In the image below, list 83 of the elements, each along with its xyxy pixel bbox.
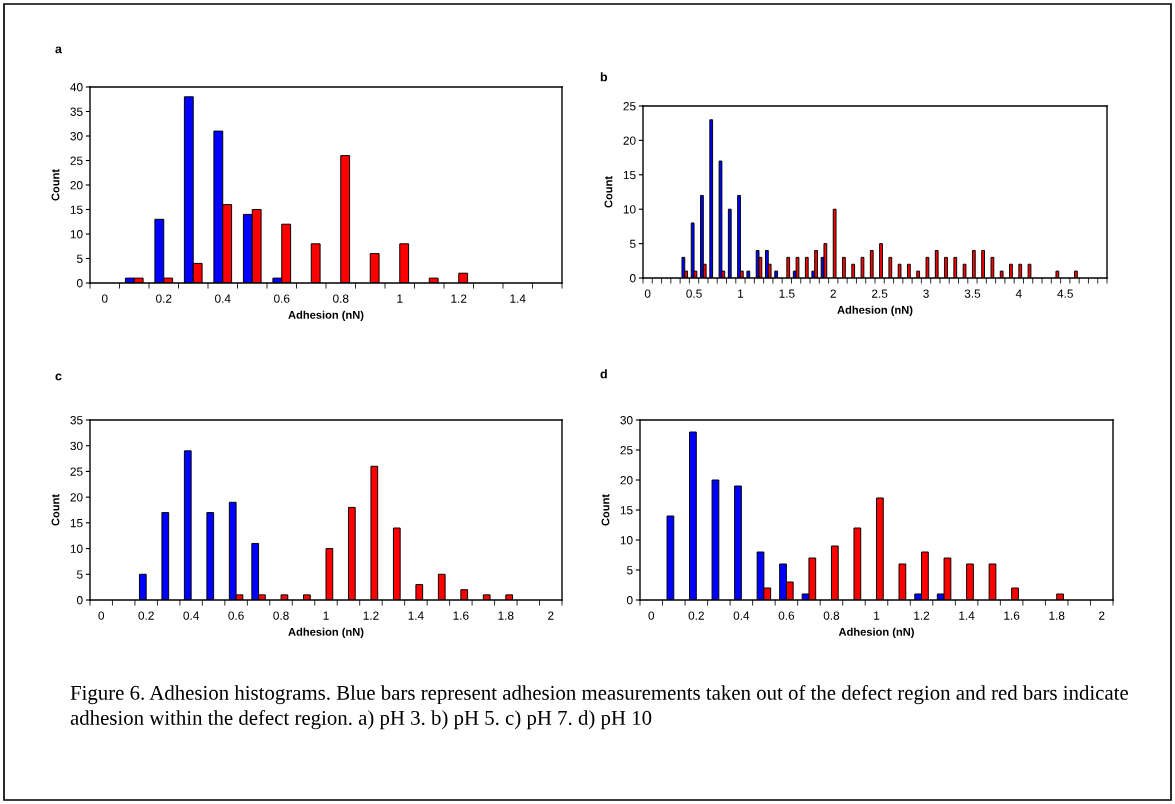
x-tick-label: 0.8 [333,294,349,303]
x-tick-label: 0.4 [733,611,750,620]
y-tick-label: 15 [70,205,83,214]
x-tick-label: 0.4 [183,611,199,620]
x-axis-title: Adhesion (nN) [288,627,364,639]
x-tick-label: 0 [648,611,655,620]
x-tick-label: 0.6 [274,294,290,303]
x-tick-label: 2 [830,289,836,298]
x-tick-label: 1.4 [408,611,424,620]
x-tick-label: 1.8 [498,611,514,620]
x-tick-label: 0.6 [778,611,795,620]
x-tick-label: 2.5 [872,289,888,298]
y-tick-label: 35 [70,416,83,425]
x-tick-label: 0.2 [156,294,172,303]
y-tick-label: 10 [70,544,83,553]
y-tick-label: 20 [623,136,636,145]
y-tick-label: 30 [70,132,83,141]
y-tick-label: 5 [629,239,636,248]
y-tick-label: 20 [620,476,633,485]
x-tick-label: 0.2 [138,611,154,620]
x-tick-label: 0.8 [823,611,840,620]
y-axis-title: Count [601,494,610,526]
x-tick-label: 1 [874,611,880,620]
x-tick-label: 0.8 [273,611,289,620]
y-tick-label: 35 [70,107,83,116]
x-tick-label: 0.4 [215,294,231,303]
y-tick-label: 25 [623,102,636,111]
x-tick-label: 4 [1015,289,1022,298]
chart-title: a [55,46,63,54]
y-tick-label: 15 [620,506,633,515]
y-axis-title: Count [51,169,60,201]
x-axis-title: Adhesion (nN) [838,627,914,639]
x-tick-label: 0 [101,294,108,303]
y-tick-label: 0 [76,596,83,605]
x-tick-label: 4.5 [1057,289,1073,298]
y-tick-label: 40 [70,83,83,92]
x-tick-label: 1 [323,611,329,620]
x-tick-label: 0 [98,611,105,620]
x-axis-title: Adhesion (nN) [837,305,913,317]
x-tick-label: 3.5 [964,289,981,298]
y-tick-label: 25 [620,446,633,455]
y-tick-label: 10 [623,205,636,214]
y-tick-label: 30 [620,416,633,425]
x-tick-label: 1.2 [363,611,379,620]
x-tick-label: 1.6 [1004,611,1020,620]
y-tick-label: 5 [76,254,83,263]
chart-title: c [55,373,62,381]
y-tick-label: 30 [70,441,83,451]
y-tick-label: 15 [623,170,636,180]
y-tick-label: 25 [70,156,83,165]
x-tick-label: 1.2 [451,294,467,303]
chart-title: b [600,72,608,82]
y-tick-label: 0 [626,596,633,605]
x-tick-label: 0.2 [688,611,704,620]
y-tick-label: 10 [70,230,83,239]
y-tick-label: 0 [629,274,636,283]
x-tick-label: 2 [1099,611,1105,620]
y-tick-label: 0 [76,279,83,288]
x-tick-label: 0.6 [228,611,244,620]
x-tick-label: 0 [644,289,651,298]
y-tick-label: 5 [76,570,83,579]
x-tick-label: 2 [548,611,554,620]
x-tick-label: 1.2 [914,611,930,620]
y-tick-label: 15 [70,519,83,528]
y-axis-title: Count [51,494,60,526]
x-tick-label: 1.4 [510,294,526,303]
y-tick-label: 25 [70,467,83,476]
x-tick-label: 1 [738,289,744,298]
chart-title: d [600,369,607,379]
y-axis-title: Count [604,176,613,208]
y-tick-label: 10 [620,536,633,545]
x-tick-label: 1 [397,294,403,303]
caption: Figure 6. Adhesion histograms. Blue bars represent adhesion measurements taken out of the defect region and red bars indicate adhesion within the defect region. a) pH 3. b) pH 5. c) pH 7. d) pH 10 [70,685,1128,730]
x-tick-label: 1.4 [959,611,975,620]
y-tick-label: 20 [70,181,83,190]
x-tick-label: 1.5 [779,289,795,298]
x-tick-label: 1.8 [1049,611,1065,620]
y-tick-label: 5 [626,566,633,575]
x-axis-title: Adhesion (nN) [288,310,364,322]
x-tick-label: 3 [923,289,929,298]
x-tick-label: 0.5 [686,289,702,298]
y-tick-label: 20 [70,493,83,502]
x-tick-label: 1.6 [453,611,469,620]
